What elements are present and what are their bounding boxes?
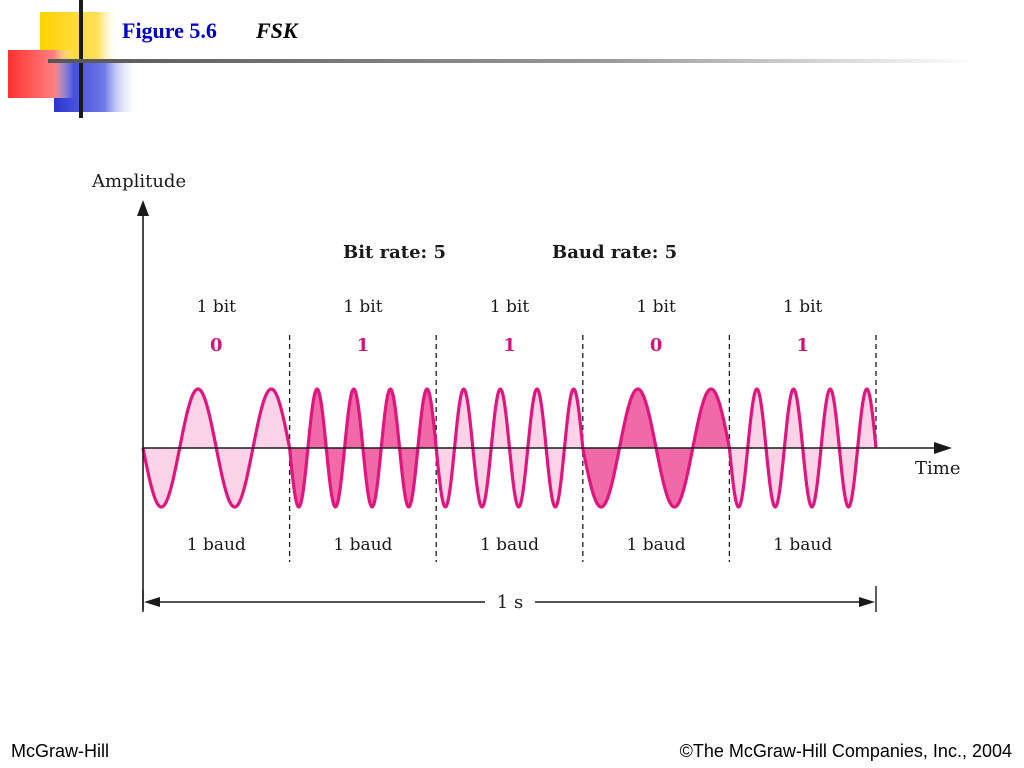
bit-label: 1 bit (197, 297, 237, 317)
bit-label: 1 bit (490, 297, 530, 317)
duration-arrow-right (859, 597, 875, 607)
bit-label: 1 bit (636, 297, 676, 317)
duration-label: 1 s (497, 592, 523, 613)
slide-header-decoration (8, 0, 978, 118)
baud-label: 1 baud (627, 535, 686, 555)
duration-arrow-left (144, 597, 160, 607)
bit-value: 1 (357, 335, 370, 356)
bit-rate-label: Bit rate: 5 (343, 242, 446, 263)
bit-label: 1 bit (343, 297, 383, 317)
amplitude-label: Amplitude (91, 171, 186, 192)
baud-label: 1 baud (333, 535, 392, 555)
bit-value: 0 (650, 335, 663, 356)
bit-value: 0 (210, 335, 223, 356)
time-axis-arrow (934, 442, 952, 454)
segment-dividers (288, 335, 877, 562)
header-rule (48, 59, 978, 63)
deco-red-square (8, 50, 74, 98)
bit-value: 1 (503, 335, 516, 356)
baud-rate-label: Baud rate: 5 (552, 242, 677, 263)
baud-label: 1 baud (187, 535, 246, 555)
baud-label: 1 baud (773, 535, 832, 555)
segment-labels: 1 bit 0 1 baud 1 bit 1 1 baud 1 bit 1 1 baud 1 bi… (187, 297, 833, 555)
bit-value: 1 (796, 335, 809, 356)
amplitude-axis-arrow (137, 200, 149, 216)
baud-label: 1 baud (480, 535, 539, 555)
time-label: Time (915, 458, 960, 479)
footer-copyright: ©The McGraw-Hill Companies, Inc., 2004 (679, 741, 1012, 761)
bit-label: 1 bit (783, 297, 823, 317)
footer-publisher: McGraw-Hill (11, 741, 109, 761)
fsk-diagram: Amplitude Time Bit rate: 5 Baud rate: 5 … (91, 171, 960, 613)
figure-title: FSK (256, 18, 298, 43)
figure-number: Figure 5.6 (122, 18, 217, 43)
